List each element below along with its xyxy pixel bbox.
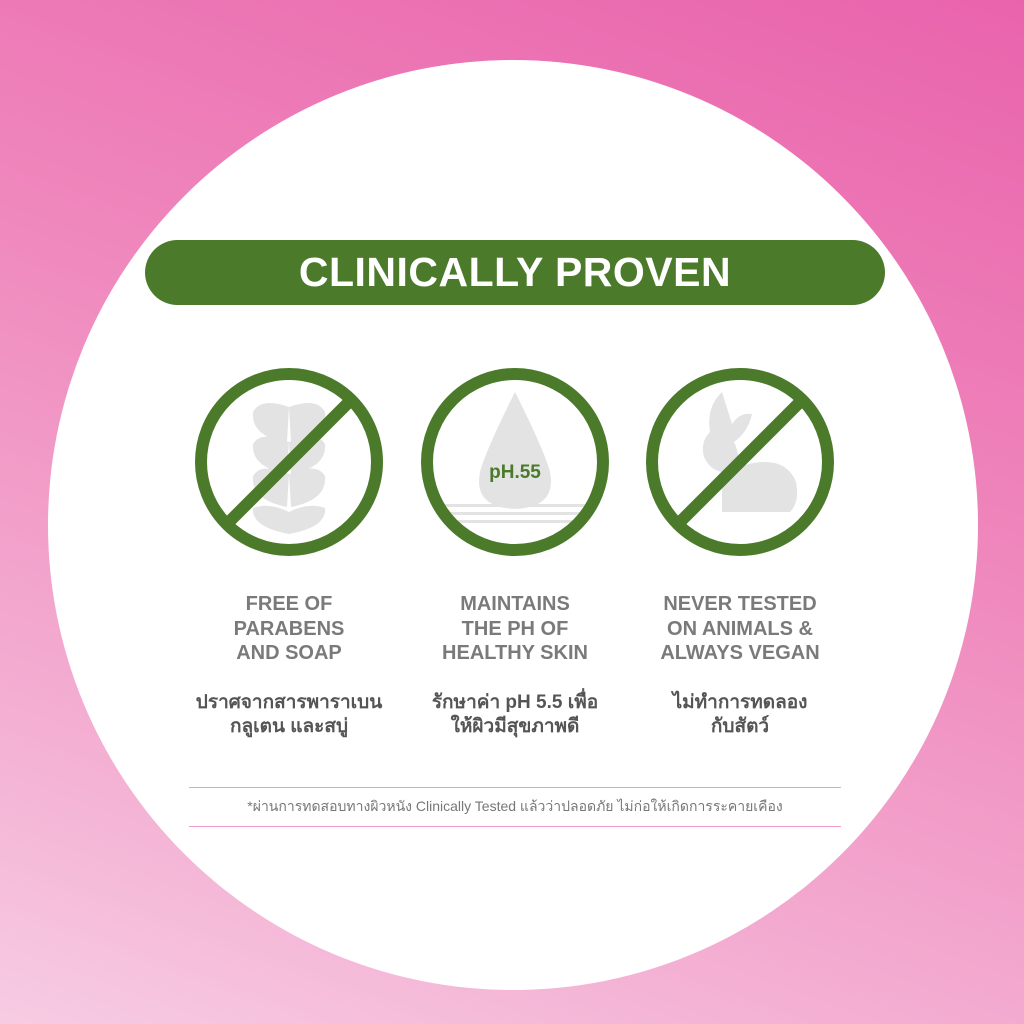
no-wheat-icon [195, 368, 383, 556]
feature-title-en: MAINTAINS THE PH OF HEALTHY SKIN [442, 593, 588, 664]
title-banner: CLINICALLY PROVEN [145, 240, 885, 305]
feature-title-th: รักษาค่า pH 5.5 เพื่อ ให้ผิวมีสุขภาพดี [431, 691, 599, 737]
feature-ph-balance: MAINTAINS THE PH OF HEALTHY SKIN รักษาค่… [395, 592, 635, 739]
no-rabbit-icon [646, 368, 834, 556]
feature-title-en: FREE OF PARABENS AND SOAP [233, 593, 345, 664]
divider-top [189, 787, 841, 788]
feature-title-en: NEVER TESTED ON ANIMALS & ALWAYS VEGAN [660, 593, 820, 664]
water-drop-icon [479, 392, 551, 509]
title: CLINICALLY PROVEN [298, 249, 732, 295]
feature-paraben-free: FREE OF PARABENS AND SOAP ปราศจากสารพารา… [169, 592, 409, 739]
feature-title-th: ไม่ทำการทดลอง กับสัตว์ [672, 691, 808, 737]
ph-label: pH.55 [489, 462, 541, 483]
ph-drop-icon: pH.55 [421, 368, 609, 556]
divider-bottom [189, 826, 841, 827]
feature-title-th: ปราศจากสารพาราเบน กลูเตน และสบู่ [195, 691, 383, 737]
feature-cruelty-free: NEVER TESTED ON ANIMALS & ALWAYS VEGAN ไ… [620, 592, 860, 739]
footnote: *ผ่านการทดสอบทางผิวหนัง Clinically Teste… [247, 798, 783, 814]
white-circle-background [48, 60, 978, 990]
